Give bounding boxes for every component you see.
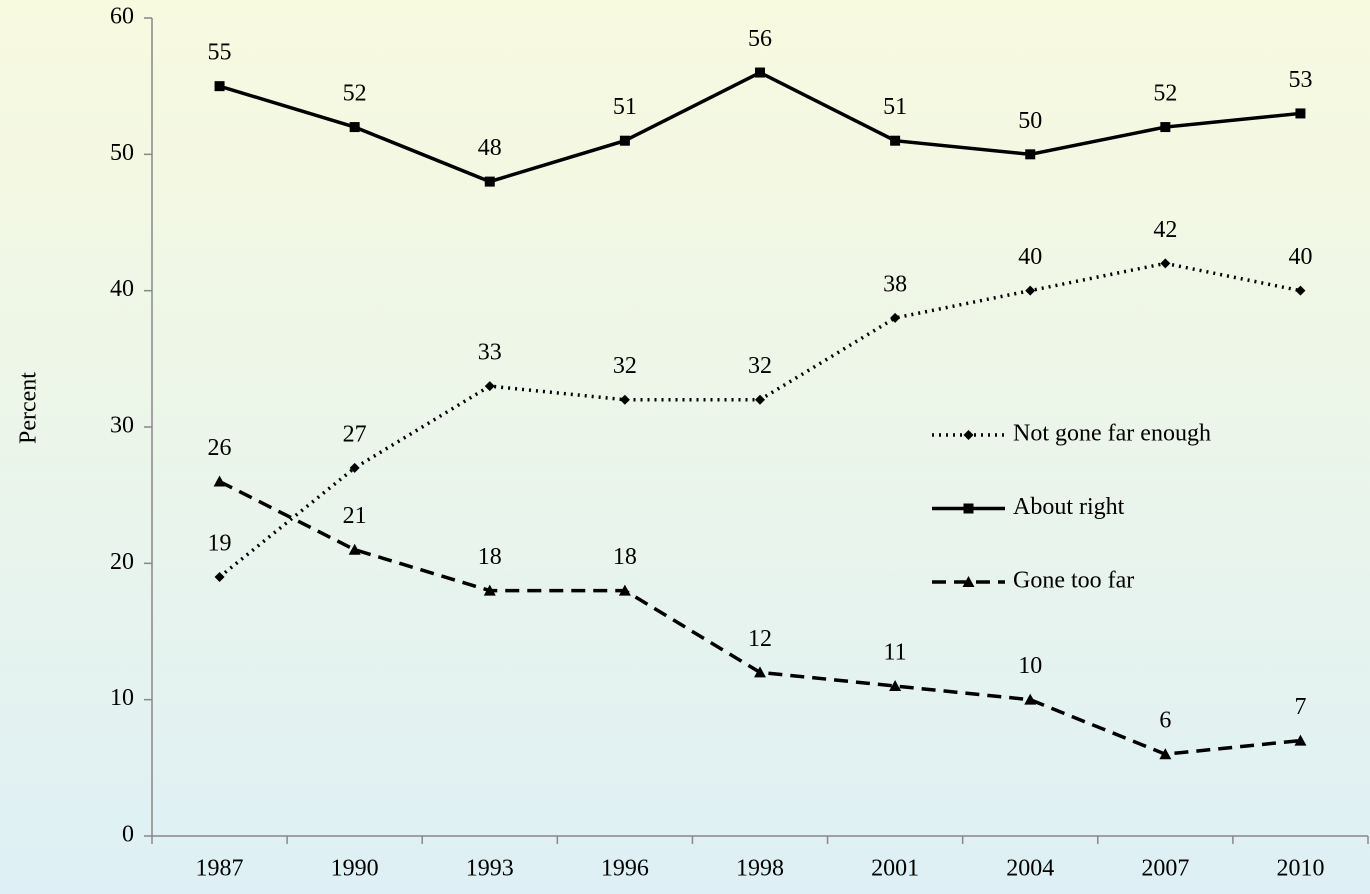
marker [213, 475, 226, 487]
x-tick-label: 2001 [871, 856, 919, 882]
marker [349, 462, 360, 473]
data-label: 7 [1294, 694, 1306, 720]
data-label: 33 [478, 340, 502, 366]
marker [1159, 748, 1172, 760]
data-label: 18 [478, 544, 502, 570]
legend-marker [963, 430, 974, 440]
x-tick-label: 1996 [601, 856, 649, 882]
y-tick-label: 30 [110, 413, 134, 439]
marker [1294, 734, 1307, 746]
data-label: 10 [1018, 653, 1042, 679]
legend-label: Gone too far [1013, 568, 1134, 594]
data-label: 40 [1018, 244, 1042, 270]
data-label: 52 [1153, 81, 1177, 107]
marker [1160, 258, 1171, 269]
marker [890, 312, 901, 323]
x-tick-label: 1993 [466, 856, 514, 882]
marker [1025, 285, 1036, 296]
data-label: 48 [478, 135, 502, 161]
marker [890, 135, 901, 146]
data-label: 27 [343, 421, 367, 447]
x-tick-label: 1987 [196, 856, 244, 882]
data-label: 6 [1159, 708, 1171, 734]
x-tick-label: 1998 [736, 856, 784, 882]
legend-marker [963, 503, 974, 514]
marker [889, 680, 902, 692]
y-axis-label: Percent [16, 372, 42, 444]
y-tick-label: 60 [110, 4, 134, 30]
y-tick-label: 40 [110, 276, 134, 302]
marker [755, 394, 765, 405]
data-label: 21 [343, 503, 367, 529]
y-tick-label: 20 [110, 549, 134, 575]
marker [619, 135, 630, 146]
legend-marker [962, 576, 975, 587]
marker [1160, 122, 1171, 133]
x-tick-label: 2007 [1141, 856, 1189, 882]
data-label: 52 [343, 81, 367, 107]
marker [484, 381, 495, 392]
marker [1024, 693, 1037, 705]
y-tick-label: 0 [122, 822, 134, 848]
data-label: 32 [748, 353, 772, 379]
data-label: 19 [208, 530, 232, 556]
marker [755, 67, 765, 78]
x-tick-label: 2010 [1276, 856, 1324, 882]
marker [348, 543, 361, 555]
marker [754, 666, 766, 678]
marker [214, 571, 225, 582]
data-label: 40 [1288, 244, 1312, 270]
data-label: 53 [1288, 67, 1312, 93]
data-label: 18 [613, 544, 637, 570]
legend-label: About right [1013, 494, 1125, 520]
data-label: 51 [613, 94, 637, 120]
data-label: 56 [748, 26, 772, 52]
data-label: 42 [1153, 217, 1177, 243]
x-tick-label: 2004 [1006, 856, 1054, 882]
marker [1025, 149, 1036, 160]
data-label: 51 [883, 94, 907, 120]
marker [1295, 285, 1306, 296]
data-label: 12 [748, 626, 772, 652]
marker [484, 176, 495, 187]
data-label: 26 [208, 435, 232, 461]
marker [619, 394, 630, 405]
data-label: 38 [883, 271, 907, 297]
data-label: 32 [613, 353, 637, 379]
marker [1295, 108, 1306, 119]
marker [618, 584, 631, 596]
y-tick-label: 50 [110, 140, 134, 166]
legend-label: Not gone far enough [1013, 421, 1211, 447]
marker [214, 81, 225, 92]
data-label: 50 [1018, 108, 1042, 134]
y-tick-label: 10 [110, 685, 134, 711]
x-tick-label: 1990 [331, 856, 379, 882]
marker [349, 122, 360, 133]
data-label: 55 [208, 40, 232, 66]
data-label: 11 [884, 640, 907, 666]
marker [483, 584, 496, 596]
